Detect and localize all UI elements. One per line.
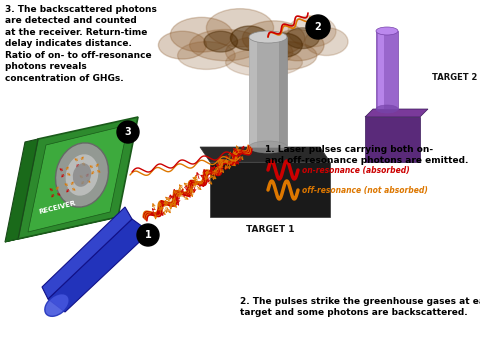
- Text: 3: 3: [125, 127, 132, 137]
- Text: on-resonance (absorbed): on-resonance (absorbed): [302, 166, 410, 175]
- Polygon shape: [5, 217, 118, 242]
- Polygon shape: [42, 207, 132, 299]
- Ellipse shape: [264, 33, 302, 57]
- Ellipse shape: [226, 36, 293, 68]
- Ellipse shape: [206, 9, 274, 47]
- Polygon shape: [48, 219, 150, 312]
- Circle shape: [306, 15, 330, 39]
- FancyBboxPatch shape: [365, 117, 420, 162]
- Ellipse shape: [230, 26, 269, 50]
- Ellipse shape: [158, 31, 206, 59]
- Circle shape: [117, 121, 139, 143]
- Ellipse shape: [249, 31, 287, 43]
- Polygon shape: [365, 109, 428, 117]
- Text: 1: 1: [144, 230, 151, 240]
- Ellipse shape: [66, 154, 98, 196]
- Ellipse shape: [376, 105, 398, 113]
- Ellipse shape: [305, 28, 348, 56]
- Text: 3. The backscattered photons
are detected and counted
at the receiver. Return-ti: 3. The backscattered photons are detecte…: [5, 5, 157, 83]
- Circle shape: [137, 224, 159, 246]
- Ellipse shape: [249, 141, 287, 153]
- Polygon shape: [18, 117, 138, 239]
- Polygon shape: [28, 125, 128, 232]
- Text: 2. The pulses strike the greenhouse gases at each
target and some photons are ba: 2. The pulses strike the greenhouse gase…: [240, 297, 480, 317]
- Ellipse shape: [190, 29, 262, 61]
- Polygon shape: [5, 139, 38, 242]
- Ellipse shape: [56, 143, 108, 207]
- Polygon shape: [378, 31, 384, 109]
- Ellipse shape: [271, 29, 324, 61]
- Polygon shape: [249, 37, 287, 147]
- Ellipse shape: [45, 294, 69, 316]
- Polygon shape: [200, 147, 330, 162]
- Text: TARGET 2: TARGET 2: [432, 73, 478, 82]
- Polygon shape: [249, 37, 257, 147]
- FancyBboxPatch shape: [210, 162, 330, 217]
- Ellipse shape: [170, 17, 233, 52]
- Ellipse shape: [259, 42, 317, 69]
- Ellipse shape: [242, 21, 305, 56]
- Text: off-resonance (not absorbed): off-resonance (not absorbed): [302, 186, 428, 195]
- Ellipse shape: [288, 16, 336, 47]
- Text: RECEIVER: RECEIVER: [38, 200, 76, 214]
- Ellipse shape: [178, 42, 235, 69]
- Ellipse shape: [73, 163, 91, 187]
- Ellipse shape: [226, 49, 302, 76]
- Text: 1. Laser pulses carrying both on-
and off-resonance photons are emitted.: 1. Laser pulses carrying both on- and of…: [265, 145, 468, 165]
- Text: TARGET 1: TARGET 1: [246, 225, 294, 234]
- Polygon shape: [376, 31, 398, 109]
- Ellipse shape: [376, 27, 398, 35]
- Ellipse shape: [204, 31, 238, 52]
- Ellipse shape: [286, 28, 319, 49]
- Text: PULSED LASER: PULSED LASER: [97, 259, 138, 299]
- Text: 2: 2: [314, 22, 322, 32]
- Polygon shape: [279, 37, 287, 147]
